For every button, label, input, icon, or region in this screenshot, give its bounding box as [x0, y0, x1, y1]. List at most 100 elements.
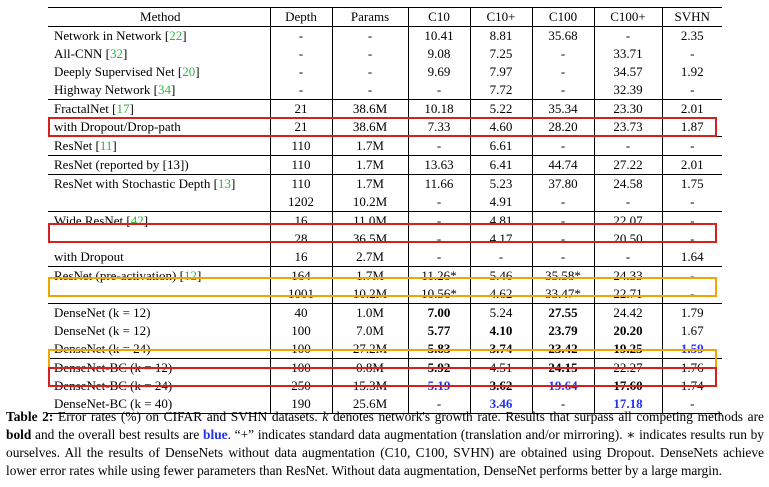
method-cell: with Dropout/Drop-path	[48, 118, 271, 137]
method-cell	[48, 193, 271, 212]
params-cell: 1.7M	[332, 266, 409, 285]
c10-cell: -	[408, 248, 471, 267]
caption-bold-word: bold	[6, 427, 32, 442]
c10-cell: 13.63	[408, 155, 471, 175]
citation-link[interactable]: 20	[182, 64, 196, 79]
caption-text-3: and the overall best results are	[31, 427, 204, 442]
method-name: DenseNet (k = 12)	[54, 323, 151, 338]
citation-link[interactable]: 32	[109, 46, 123, 61]
depth-cell: -	[270, 26, 333, 45]
table-row: DenseNet (k = 12) 40 1.0M 7.00 5.24 27.55 24.4…	[48, 303, 722, 322]
svhn-cell: 1.87	[680, 119, 704, 134]
method-name: with Dropout/Drop-path	[54, 119, 181, 134]
method-cell: with Dropout	[48, 248, 271, 267]
method-cell: All-CNN [32]	[48, 45, 271, 63]
table-row: ResNet (pre-activation) [12] 164 1.7M 11.26…	[48, 266, 722, 285]
depth-cell: 40	[270, 303, 333, 322]
c100p-cell: -	[594, 136, 663, 156]
c10-cell: 5.83	[408, 340, 471, 359]
c10p-cell: 3.62	[470, 377, 533, 395]
method-name: Wide ResNet	[54, 213, 124, 228]
depth-cell: 16	[270, 211, 333, 230]
table-row: Wide ResNet [42] 16 11.0M -4.81-22.07-	[48, 211, 722, 230]
params-cell: 36.5M	[332, 230, 409, 248]
svhn-cell: -	[690, 138, 695, 153]
c100-cell: 23.79	[532, 322, 595, 340]
c10p-cell: 5.24	[470, 303, 533, 322]
c10p-cell: 6.61	[470, 136, 533, 156]
method-cell	[48, 230, 271, 248]
method-cell: DenseNet (k = 12)	[48, 322, 271, 340]
method-name: Deeply Supervised Net	[54, 64, 175, 79]
params-cell: -	[332, 63, 409, 81]
citation-link[interactable]: 11	[99, 138, 113, 153]
c100p-cell: 17.18	[594, 395, 663, 414]
c100p-cell: 20.50	[594, 230, 663, 248]
c100-cell: 23.42	[532, 340, 595, 359]
c100p-cell: 24.33	[594, 266, 663, 285]
c10-cell: -	[408, 211, 471, 230]
table-row: ResNet [11] 110 1.7M -6.61- - -	[48, 136, 722, 156]
table-row: 28 36.5M -4.17-20.50-	[48, 230, 722, 248]
c100p-cell: 22.71	[594, 285, 663, 304]
params-cell: 7.0M	[332, 322, 409, 340]
depth-cell: -	[270, 81, 333, 100]
c100p-cell: 17.60	[594, 377, 663, 395]
c10p-cell: 4.60	[470, 118, 533, 137]
header-c10: C10	[408, 7, 471, 27]
c100p-cell: 33.71	[594, 45, 663, 63]
depth-cell: 110	[270, 155, 333, 175]
header-method: Method	[48, 7, 271, 27]
citation-link[interactable]: 42	[130, 213, 144, 228]
table-row: DenseNet-BC (k = 40) 190 25.6M -3.46-17.18-	[48, 395, 722, 414]
citation-link[interactable]: 34	[158, 82, 171, 97]
c100p-cell: -	[594, 193, 663, 212]
header-c100-plus: C100+	[594, 7, 663, 27]
method-name: DenseNet-BC (k = 24)	[54, 378, 173, 393]
depth-cell: 21	[270, 99, 333, 118]
c100-cell: -	[532, 81, 595, 100]
citation-link[interactable]: 12	[183, 268, 197, 283]
svhn-cell: 1.92	[680, 64, 704, 79]
depth-cell: 21	[270, 118, 333, 137]
c100p-cell: 22.27	[594, 358, 663, 377]
c10-cell: -	[408, 193, 471, 212]
table-row: DenseNet-BC (k = 12) 100 0.8M 5.92 4.51 24.15…	[48, 358, 722, 377]
c10p-cell: 4.91	[470, 193, 533, 212]
params-cell: 10.2M	[332, 193, 409, 212]
c100p-cell: -	[594, 26, 663, 45]
citation-link[interactable]: 17	[116, 101, 130, 116]
c10p-cell: 7.97	[470, 63, 533, 81]
citation-link[interactable]: 22	[169, 28, 183, 43]
params-cell: 38.6M	[332, 118, 409, 137]
c10p-cell: -	[470, 248, 533, 267]
svhn-cell: 2.01	[680, 157, 704, 172]
method-name: DenseNet-BC (k = 12)	[54, 360, 173, 375]
table-row: ResNet with Stochastic Depth [13] 110 1.7M…	[48, 174, 722, 193]
c100-cell: 19.64	[532, 377, 595, 395]
depth-cell: -	[270, 63, 333, 81]
method-name: ResNet (pre-activation)	[54, 268, 177, 283]
method-cell: ResNet with Stochastic Depth [13]	[48, 174, 271, 193]
c100p-cell: 20.20	[594, 322, 663, 340]
caption-text-2: denotes network's growth rate. Results t…	[328, 409, 764, 424]
c100-cell: -	[532, 63, 595, 81]
citation-link[interactable]: 13	[217, 176, 231, 191]
depth-cell: 250	[270, 377, 333, 395]
method-name: Highway Network	[54, 82, 151, 97]
method-cell: ResNet (reported by [13])	[48, 155, 271, 175]
caption-text-1: Error rates (%) on CIFAR and SVHN datase…	[53, 409, 323, 424]
c100-cell: -	[532, 211, 595, 230]
svhn-cell: -	[690, 213, 695, 228]
method-cell: FractalNet [17]	[48, 99, 271, 118]
c100-cell: -	[532, 45, 595, 63]
table-row: Highway Network [34] - - -7.72-32.39-	[48, 81, 722, 100]
table-row: All-CNN [32] - -9.08 7.25-33.71-	[48, 45, 722, 63]
svhn-cell: 1.59	[680, 341, 704, 356]
method-cell: DenseNet (k = 24)	[48, 340, 271, 359]
svhn-cell: -	[690, 286, 695, 301]
depth-cell: 100	[270, 358, 333, 377]
svhn-cell: 2.01	[680, 101, 704, 116]
c100p-cell: -	[594, 248, 663, 267]
c100p-cell: 32.39	[594, 81, 663, 100]
